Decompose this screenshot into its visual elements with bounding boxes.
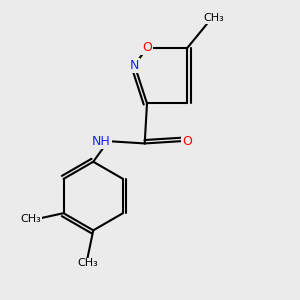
Text: CH₃: CH₃ [203,13,224,23]
Text: O: O [182,135,192,148]
Text: CH₃: CH₃ [77,259,98,269]
Text: N: N [130,58,139,72]
Text: O: O [142,41,152,54]
Text: CH₃: CH₃ [20,214,41,224]
Text: NH: NH [92,135,111,148]
